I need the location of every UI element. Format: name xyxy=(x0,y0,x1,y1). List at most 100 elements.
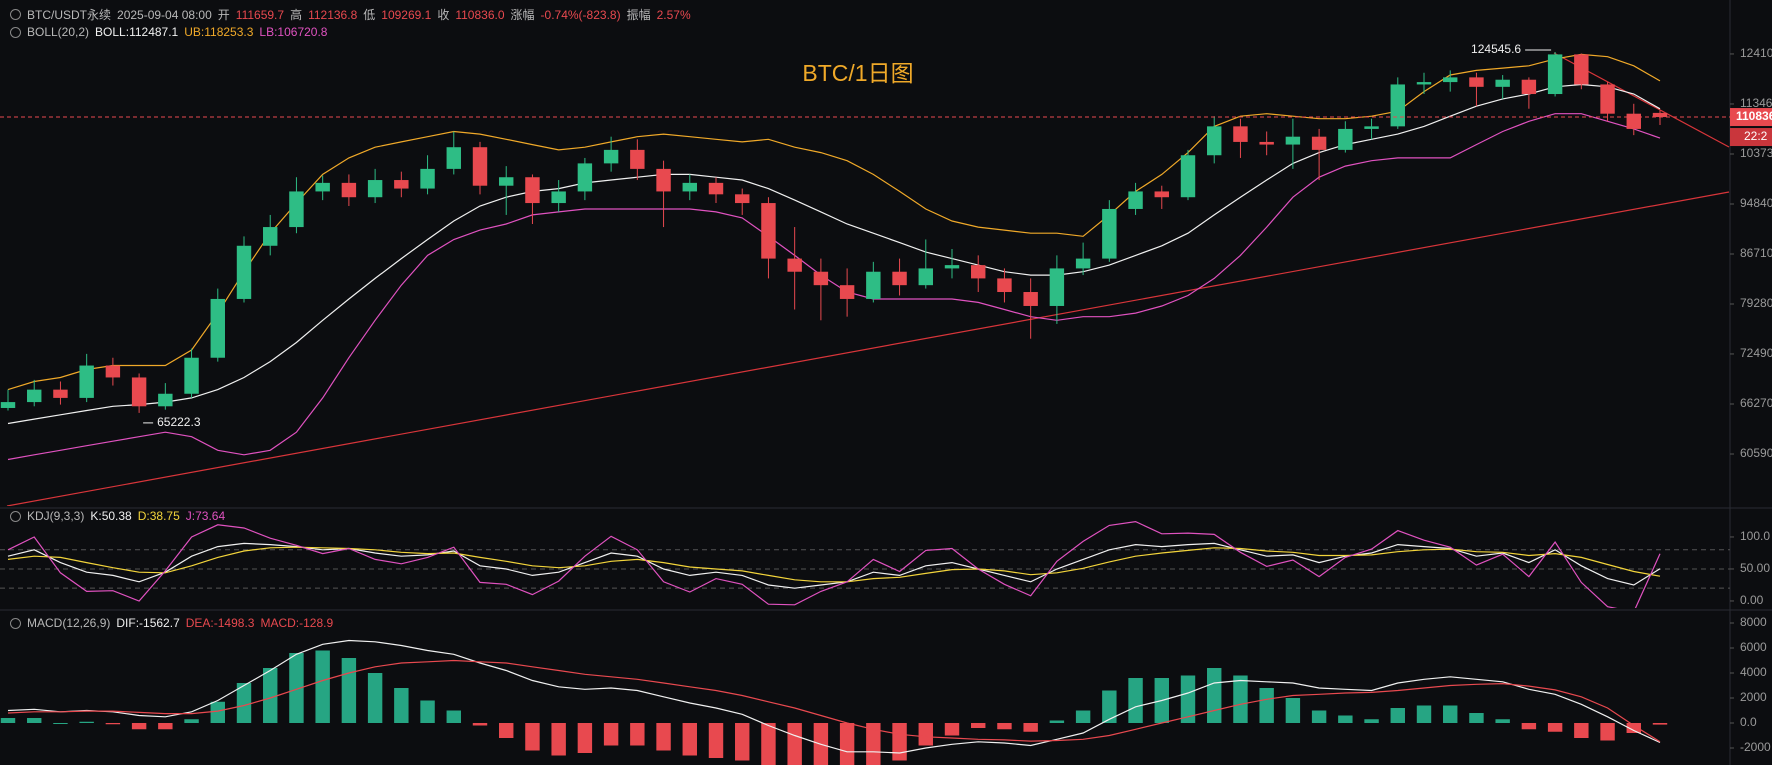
candle-body xyxy=(603,149,619,164)
macd-bar xyxy=(105,723,121,725)
datetime: 2025-09-04 08:00 xyxy=(117,7,212,22)
macd-bar xyxy=(1049,720,1065,723)
macd-bar xyxy=(630,723,645,746)
macd-bar xyxy=(892,723,907,761)
candle-body xyxy=(1416,82,1432,85)
macd-bar xyxy=(263,668,278,723)
label: 开 xyxy=(217,8,230,22)
candle-body xyxy=(1338,128,1353,150)
candle-body xyxy=(1521,79,1537,95)
macd-bar xyxy=(1023,723,1038,732)
macd-bar xyxy=(944,723,960,736)
macd-bar xyxy=(1547,723,1563,732)
macd-bar xyxy=(1416,705,1432,723)
icon[interactable] xyxy=(10,617,21,629)
candle-body xyxy=(1600,84,1615,114)
macd-bar xyxy=(656,723,671,751)
candle-body xyxy=(787,258,802,272)
candle-body xyxy=(525,177,540,204)
candle-body xyxy=(263,227,278,246)
legend-entry: LB:106720.8 xyxy=(259,25,328,39)
macd-bar xyxy=(1600,723,1615,741)
candle-body xyxy=(499,177,514,186)
candle-body xyxy=(918,268,933,286)
candle-body xyxy=(682,182,697,192)
panel xyxy=(0,51,1668,461)
candle-body xyxy=(1652,112,1668,118)
chart-title: BTC/1日图 xyxy=(802,60,913,86)
candle-body xyxy=(131,377,147,407)
candle-body xyxy=(1364,126,1379,129)
macd-bar xyxy=(603,723,619,746)
candle-body xyxy=(1049,268,1065,306)
plot: 124100 113460 103730 94840 86710 79280 72490 66… xyxy=(0,42,1772,765)
panel xyxy=(0,520,1730,608)
y-tick-label: 94840 xyxy=(1740,196,1772,210)
icon[interactable] xyxy=(10,510,21,522)
candle-body xyxy=(1259,141,1274,145)
candle-body xyxy=(1469,77,1484,87)
y-tick-label: 8000 xyxy=(1740,615,1767,629)
countdown-tag xyxy=(1730,128,1772,147)
candle-body xyxy=(735,194,750,204)
macd-bar xyxy=(315,650,330,723)
macd-bar xyxy=(1574,723,1589,738)
macd-bar xyxy=(184,719,199,723)
legend-entry: BOLL:112487.1 xyxy=(95,25,179,39)
value: 2.57% xyxy=(656,7,691,22)
annotation: 65222.3 xyxy=(157,415,201,429)
symbol: BTC/USDT永续 xyxy=(27,8,112,22)
candle-body xyxy=(1574,54,1589,85)
candle-body xyxy=(1233,126,1248,142)
price-tag xyxy=(1730,108,1772,127)
candle-body xyxy=(892,271,907,286)
macd-bar xyxy=(708,723,724,758)
indicator-line xyxy=(7,546,1661,583)
candle-body xyxy=(1390,84,1405,127)
value: 110836.0 xyxy=(455,7,505,22)
macd-bar xyxy=(1652,723,1668,725)
y-tick-label: 72490 xyxy=(1740,346,1772,360)
candle-body xyxy=(420,168,435,189)
candle-body xyxy=(1626,113,1641,129)
macd-bar xyxy=(866,723,881,765)
legend-entry: UB:118253.3 xyxy=(184,25,254,39)
macd-bar xyxy=(1102,690,1117,723)
legend-entry: J:73.64 xyxy=(185,509,226,523)
macd-bar xyxy=(420,700,435,723)
label: 高 xyxy=(290,8,303,22)
macd-bar xyxy=(1443,705,1458,723)
candle-body xyxy=(1311,136,1327,150)
label: 涨幅 xyxy=(510,8,535,22)
label: 收 xyxy=(437,8,450,22)
candle-body xyxy=(1285,136,1301,145)
icon[interactable] xyxy=(10,9,21,20)
trend-line xyxy=(6,191,1730,506)
candle-body xyxy=(813,271,829,286)
macd-bar xyxy=(79,721,94,723)
y-tick-label: 6000 xyxy=(1740,640,1767,654)
y-tick-label: 2000 xyxy=(1740,690,1767,704)
macd-bar xyxy=(1180,675,1196,723)
macd-bar xyxy=(289,653,304,723)
legend-entry: DIF:-1562.7 xyxy=(116,616,180,630)
indicator-line xyxy=(7,659,1661,743)
candle-body xyxy=(866,271,881,299)
macd-bar xyxy=(1469,713,1484,723)
icon[interactable] xyxy=(10,26,21,38)
legend-entry: D:38.75 xyxy=(137,509,180,523)
indicator-line xyxy=(7,639,1661,754)
indicator: KDJ(9,3,3) xyxy=(27,509,85,523)
macd-legend: MACD(12,26,9) DIF:-1562.7 DEA:-1498.3 MA… xyxy=(10,616,333,630)
candle-body xyxy=(27,389,42,403)
indicator-line xyxy=(7,53,1661,391)
y-tick-label: 79280 xyxy=(1740,296,1772,310)
y-tick-label: 4000 xyxy=(1740,665,1767,679)
macd-bar xyxy=(1626,723,1641,733)
candle-body xyxy=(210,298,225,358)
legend-entry: K:50.38 xyxy=(90,509,132,523)
candle-body xyxy=(446,147,461,169)
